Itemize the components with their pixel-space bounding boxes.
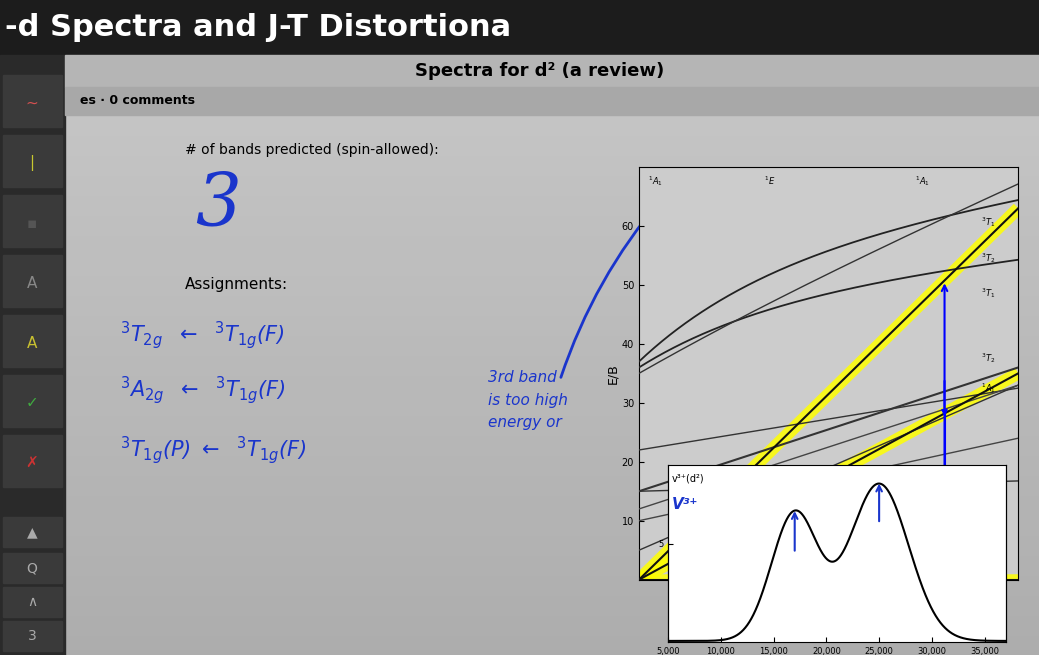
Text: 3: 3 <box>195 170 241 240</box>
Text: ∧: ∧ <box>27 595 37 609</box>
Text: $^3T_1$: $^3T_1$ <box>982 561 995 574</box>
Text: A: A <box>27 276 37 291</box>
Text: $^3T_2$: $^3T_2$ <box>982 351 995 365</box>
Text: $^1A_1$: $^1A_1$ <box>982 381 996 394</box>
Bar <box>65 115 1039 135</box>
Text: A: A <box>27 335 37 350</box>
Text: ✓: ✓ <box>26 396 38 411</box>
Bar <box>3 621 62 651</box>
Text: 3: 3 <box>28 629 36 643</box>
Bar <box>65 55 1039 87</box>
Bar <box>3 587 62 617</box>
Text: $^3T_2$: $^3T_2$ <box>910 487 925 500</box>
Bar <box>0 55 65 655</box>
Text: $^1A_1$: $^1A_1$ <box>915 174 930 188</box>
Bar <box>65 55 1039 75</box>
Bar <box>65 415 1039 435</box>
Bar <box>65 175 1039 195</box>
Bar <box>65 315 1039 335</box>
Text: 3rd band
is too high
energy or: 3rd band is too high energy or <box>488 370 568 430</box>
Bar <box>3 75 62 127</box>
Text: Assignments:: Assignments: <box>185 278 288 293</box>
Bar <box>65 75 1039 95</box>
Bar <box>65 455 1039 475</box>
Text: ✗: ✗ <box>26 455 38 470</box>
Bar <box>65 595 1039 615</box>
Bar <box>65 435 1039 455</box>
Text: v³⁺(d²): v³⁺(d²) <box>671 474 704 484</box>
Text: $^1A_1$: $^1A_1$ <box>647 174 663 188</box>
Bar <box>3 195 62 247</box>
Bar <box>65 255 1039 275</box>
Bar <box>0 0 1039 55</box>
Text: $^3A_{2g}$  $\leftarrow$  $^3T_{1g}$(F): $^3A_{2g}$ $\leftarrow$ $^3T_{1g}$(F) <box>119 374 286 406</box>
Text: $^1E$: $^1E$ <box>910 466 922 479</box>
Text: ▪: ▪ <box>27 215 37 231</box>
Text: $^3T_{2g}$  $\leftarrow$  $^3T_{1g}$(F): $^3T_{2g}$ $\leftarrow$ $^3T_{1g}$(F) <box>119 319 285 351</box>
Bar <box>65 275 1039 295</box>
Bar <box>65 235 1039 255</box>
Bar <box>65 575 1039 595</box>
Bar <box>65 535 1039 555</box>
Text: es · 0 comments: es · 0 comments <box>80 94 195 107</box>
Text: V³⁺: V³⁺ <box>671 497 698 512</box>
Y-axis label: E/B: E/B <box>606 363 619 384</box>
Text: Q: Q <box>27 561 37 575</box>
Text: ▲: ▲ <box>27 525 37 539</box>
Text: $^3T_{1g}$(P) $\leftarrow$  $^3T_{1g}$(F): $^3T_{1g}$(P) $\leftarrow$ $^3T_{1g}$(F) <box>119 434 307 466</box>
Bar <box>65 295 1039 315</box>
Bar <box>3 517 62 547</box>
Bar <box>3 255 62 307</box>
Text: $^3T_1$: $^3T_1$ <box>982 286 995 300</box>
Bar <box>65 555 1039 575</box>
Bar <box>3 315 62 367</box>
Bar <box>65 615 1039 635</box>
Bar <box>65 95 1039 115</box>
Text: $^3T_1$: $^3T_1$ <box>982 215 995 229</box>
Bar <box>65 515 1039 535</box>
Bar <box>65 155 1039 175</box>
Bar <box>3 435 62 487</box>
X-axis label: Δ/B: Δ/B <box>818 597 840 610</box>
Text: -d Spectra and J-T Distortiona: -d Spectra and J-T Distortiona <box>5 14 511 43</box>
Text: $^3T_2$: $^3T_2$ <box>982 251 995 265</box>
Text: ~: ~ <box>26 96 38 111</box>
Text: |: | <box>29 155 34 171</box>
Bar <box>65 395 1039 415</box>
Text: $^1E$: $^1E$ <box>764 174 775 187</box>
Bar <box>65 355 1039 375</box>
Bar <box>65 335 1039 355</box>
Bar <box>3 375 62 427</box>
Bar <box>65 475 1039 495</box>
Bar <box>65 135 1039 155</box>
Bar <box>65 375 1039 395</box>
Bar <box>65 87 1039 115</box>
Text: Spectra for d² (a review): Spectra for d² (a review) <box>416 62 665 80</box>
Bar <box>3 553 62 583</box>
Bar <box>65 635 1039 655</box>
Text: # of bands predicted (spin-allowed):: # of bands predicted (spin-allowed): <box>185 143 438 157</box>
Bar <box>65 215 1039 235</box>
Bar <box>65 195 1039 215</box>
Bar <box>3 135 62 187</box>
Bar <box>65 495 1039 515</box>
